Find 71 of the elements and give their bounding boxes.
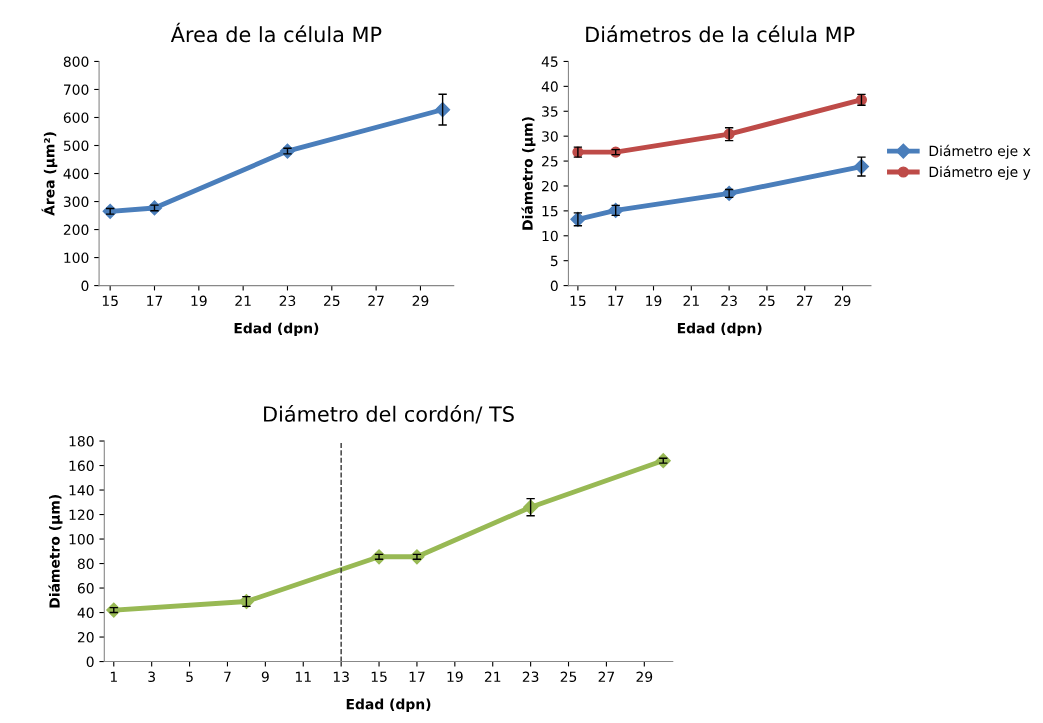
y-tick-label: 0 [550, 280, 558, 292]
x-tick-label: 17 [608, 295, 624, 306]
x-tick-label: 1 [110, 671, 117, 682]
x-tick-label: 5 [186, 671, 193, 683]
chart-title: Diámetro del cordón/ TS [264, 404, 514, 424]
x-tick-label: 21 [683, 295, 699, 306]
x-tick-label: 17 [409, 671, 425, 682]
x-tick-label: 29 [834, 295, 851, 307]
y-tick-label: 60 [77, 583, 94, 594]
y-tick-label: 5 [550, 255, 558, 267]
x-axis-title: Edad (dpn) [346, 698, 431, 713]
y-tick-label: 160 [69, 460, 94, 472]
x-tick-label: 29 [636, 671, 653, 683]
y-tick-label: 10 [542, 230, 558, 242]
y-tick-label: 20 [542, 180, 558, 192]
y-tick-label: 400 [63, 168, 89, 179]
y-tick-label: 800 [63, 56, 89, 67]
y-tick-label: 0 [86, 656, 94, 668]
x-axis-title: Edad (dpn) [234, 322, 319, 337]
x-tick-label: 25 [759, 295, 775, 307]
y-tick-label: 40 [541, 81, 558, 92]
chart-title: Diámetros de la célula MP [586, 25, 855, 43]
y-tick-label: 120 [69, 509, 94, 521]
y-tick-label: 15 [542, 206, 558, 217]
y-tick-label: 20 [77, 632, 94, 643]
x-tick-label: 21 [484, 671, 501, 682]
y-tick-label: 100 [69, 534, 94, 545]
x-tick-label: 15 [102, 295, 118, 307]
x-tick-label: 7 [224, 671, 231, 682]
x-tick-label: 23 [721, 295, 737, 307]
y-tick-label: 100 [64, 252, 89, 264]
x-tick-label: 23 [522, 671, 539, 683]
x-tick-label: 9 [261, 671, 269, 683]
x-tick-label: 25 [323, 295, 340, 307]
x-tick-label: 27 [796, 295, 813, 306]
x-tick-label: 3 [148, 671, 155, 683]
x-tick-label: 27 [598, 671, 615, 682]
chart-title: Área de la célula MP [170, 22, 382, 43]
y-tick-label: 140 [69, 485, 94, 496]
x-tick-label: 25 [560, 671, 577, 683]
y-axis-title: Diámetro (µm) [521, 117, 536, 230]
x-tick-label: 23 [279, 295, 296, 307]
x-tick-label: 15 [371, 671, 387, 683]
y-tick-label: 200 [63, 224, 89, 236]
x-tick-label: 19 [646, 295, 662, 307]
y-tick-label: 35 [542, 106, 558, 117]
x-tick-label: 11 [295, 671, 311, 682]
x-tick-label: 19 [447, 671, 463, 683]
x-tick-label: 21 [235, 295, 251, 306]
y-tick-label: 500 [63, 140, 89, 151]
y-tick-label: 30 [542, 131, 558, 142]
y-tick-label: 80 [77, 558, 94, 570]
y-tick-label: 300 [63, 196, 89, 208]
x-tick-label: 13 [333, 671, 349, 683]
legend-label: Diámetro eje y [929, 165, 1031, 180]
x-tick-label: 27 [368, 295, 384, 306]
x-tick-label: 29 [412, 295, 429, 307]
x-axis-title: Edad (dpn) [677, 322, 762, 337]
y-tick-label: 45 [541, 56, 558, 67]
x-tick-label: 19 [191, 295, 207, 307]
y-tick-label: 0 [81, 280, 89, 292]
y-tick-label: 25 [542, 156, 558, 167]
x-tick-label: 17 [147, 295, 163, 306]
x-tick-label: 15 [570, 295, 586, 307]
y-axis-title: Diámetro (µm) [48, 495, 63, 608]
y-tick-label: 600 [63, 112, 89, 123]
y-tick-label: 700 [63, 84, 89, 95]
legend-label: Diámetro eje x [929, 144, 1031, 159]
y-axis-title: Área (µm²) [41, 132, 58, 216]
y-tick-label: 180 [69, 436, 94, 447]
y-tick-label: 40 [77, 607, 94, 619]
